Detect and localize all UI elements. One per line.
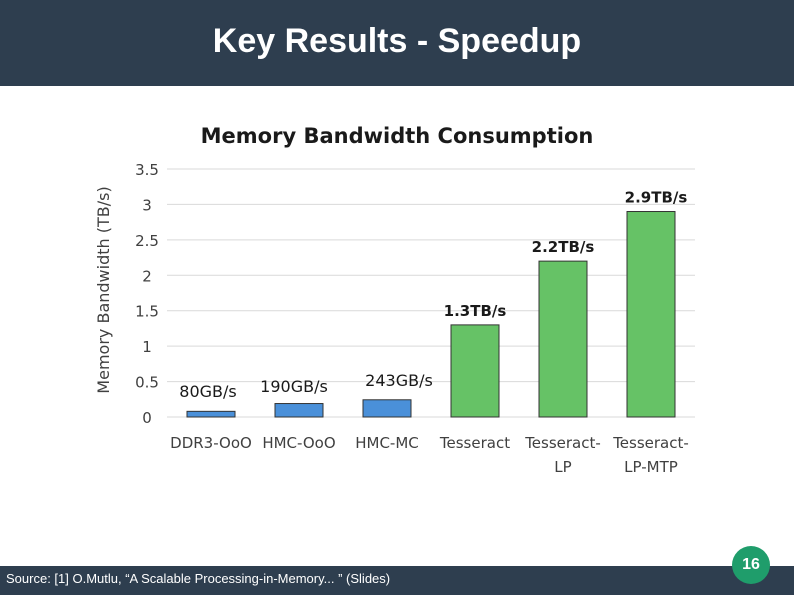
footer-bar <box>0 566 794 595</box>
data-label: 243GB/s <box>365 371 433 390</box>
y-tick-label: 0 <box>142 409 152 427</box>
data-label: 1.3TB/s <box>444 302 507 320</box>
title-bar <box>0 0 794 86</box>
x-category-label: HMC-OoO <box>262 434 335 452</box>
x-category-label: LP-MTP <box>624 458 678 476</box>
y-tick-label: 2 <box>142 267 152 285</box>
bar-tesseract <box>450 324 500 418</box>
slide-title: Key Results - Speedup <box>212 22 582 60</box>
source-citation: Source: [1] O.Mutlu, “A Scalable Process… <box>6 571 391 586</box>
y-tick-label: 0.5 <box>135 374 159 392</box>
y-tick-label: 2.5 <box>135 232 159 250</box>
data-label: 2.9TB/s <box>625 189 688 207</box>
x-category-label: Tesseract- <box>524 434 601 452</box>
data-label: 2.2TB/s <box>532 238 595 256</box>
x-category-label: HMC-MC <box>355 434 419 452</box>
y-axis-label: Memory Bandwidth (TB/s) <box>94 186 113 393</box>
page-number-badge: 16 <box>732 546 770 584</box>
y-tick-label: 3 <box>142 196 152 214</box>
x-category-label: Tesseract- <box>612 434 689 452</box>
y-tick-label: 3.5 <box>135 161 159 179</box>
data-label: 80GB/s <box>179 382 236 401</box>
x-category-label: Tesseract <box>439 434 510 452</box>
data-label: 190GB/s <box>260 377 328 396</box>
y-tick-label: 1.5 <box>135 303 159 321</box>
bar-ddr3-ooo <box>186 410 236 418</box>
bar-tesseract-lp <box>538 260 588 418</box>
y-tick-label: 1 <box>142 338 152 356</box>
bar-tesseract-lp-mtp <box>626 211 676 418</box>
chart-title: Memory Bandwidth Consumption <box>201 124 594 148</box>
x-category-label: DDR3-OoO <box>170 434 252 452</box>
bandwidth-chart: Memory Bandwidth Consumption Memory Band… <box>94 124 695 476</box>
bar-hmc-mc <box>362 399 412 418</box>
x-category-label: LP <box>554 458 571 476</box>
bar-hmc-ooo <box>274 403 324 418</box>
